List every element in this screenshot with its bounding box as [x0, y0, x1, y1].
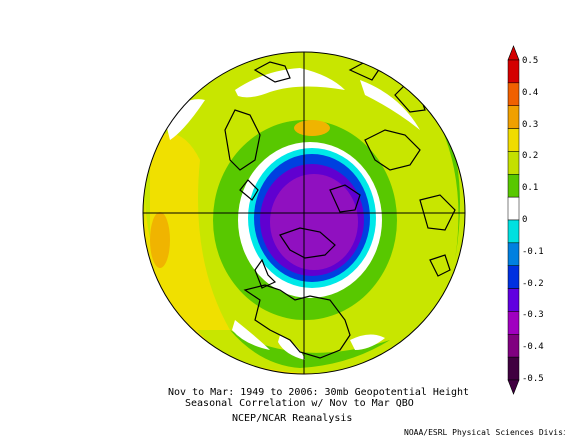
credit-text: NOAA/ESRL Physical Sciences Division	[404, 428, 565, 437]
caption-line-2: Seasonal Correlation w/ Nov to Mar QBO	[185, 398, 414, 409]
colorbar-swatch	[507, 128, 520, 152]
caption-line-1: Nov to Mar: 1949 to 2006: 30mb Geopotent…	[168, 387, 470, 398]
colorbar-label: 0.3	[522, 119, 539, 130]
colorbar-arrow-bottom	[507, 379, 520, 395]
colorbar-swatch	[507, 288, 520, 312]
colorbar-swatch	[507, 265, 520, 289]
colorbar-label: -0.3	[522, 310, 544, 321]
colorbar-swatch	[507, 59, 520, 84]
colorbar-label: 0.5	[522, 56, 539, 66]
colorbar-label: 0	[522, 215, 528, 225]
yellow-region-w	[150, 133, 230, 330]
white-patch-se	[350, 334, 385, 350]
caption-line-3: NCEP/NCAR Reanalysis	[232, 413, 353, 424]
colorbar-label: 0.2	[522, 151, 539, 162]
map-border	[142, 51, 466, 375]
colorbar-label: 0.4	[522, 87, 539, 98]
colorbar-label: -0.2	[522, 278, 544, 289]
colorbar-swatch	[507, 196, 520, 221]
colorbar-swatch	[507, 151, 520, 175]
green-rim-s	[230, 330, 390, 368]
colorbar-swatch	[507, 356, 520, 381]
colorbar	[507, 45, 520, 395]
colorbar-swatch	[507, 334, 520, 358]
colorbar-label: 0.1	[522, 183, 539, 194]
colorbar-label: -0.5	[522, 374, 544, 384]
colorbar-label: -0.1	[522, 246, 544, 257]
white-patch-s	[232, 320, 270, 350]
white-patch-ne	[360, 80, 420, 130]
map-disc	[143, 52, 465, 374]
colorbar-swatch	[507, 82, 520, 106]
white-patch-s2	[278, 335, 305, 360]
colorbar-swatch	[507, 311, 520, 335]
white-patch-n	[235, 68, 345, 98]
colorbar-swatch	[507, 174, 520, 198]
colorbar-swatch	[507, 105, 520, 129]
purple-core	[270, 174, 358, 270]
colorbar-label: -0.4	[522, 342, 544, 353]
orange-spot-n	[294, 120, 330, 136]
colorbar-swatch	[507, 242, 520, 266]
orange-spot-w	[150, 212, 170, 268]
colorbar-arrow-top	[507, 45, 520, 61]
colorbar-swatch	[507, 219, 520, 244]
